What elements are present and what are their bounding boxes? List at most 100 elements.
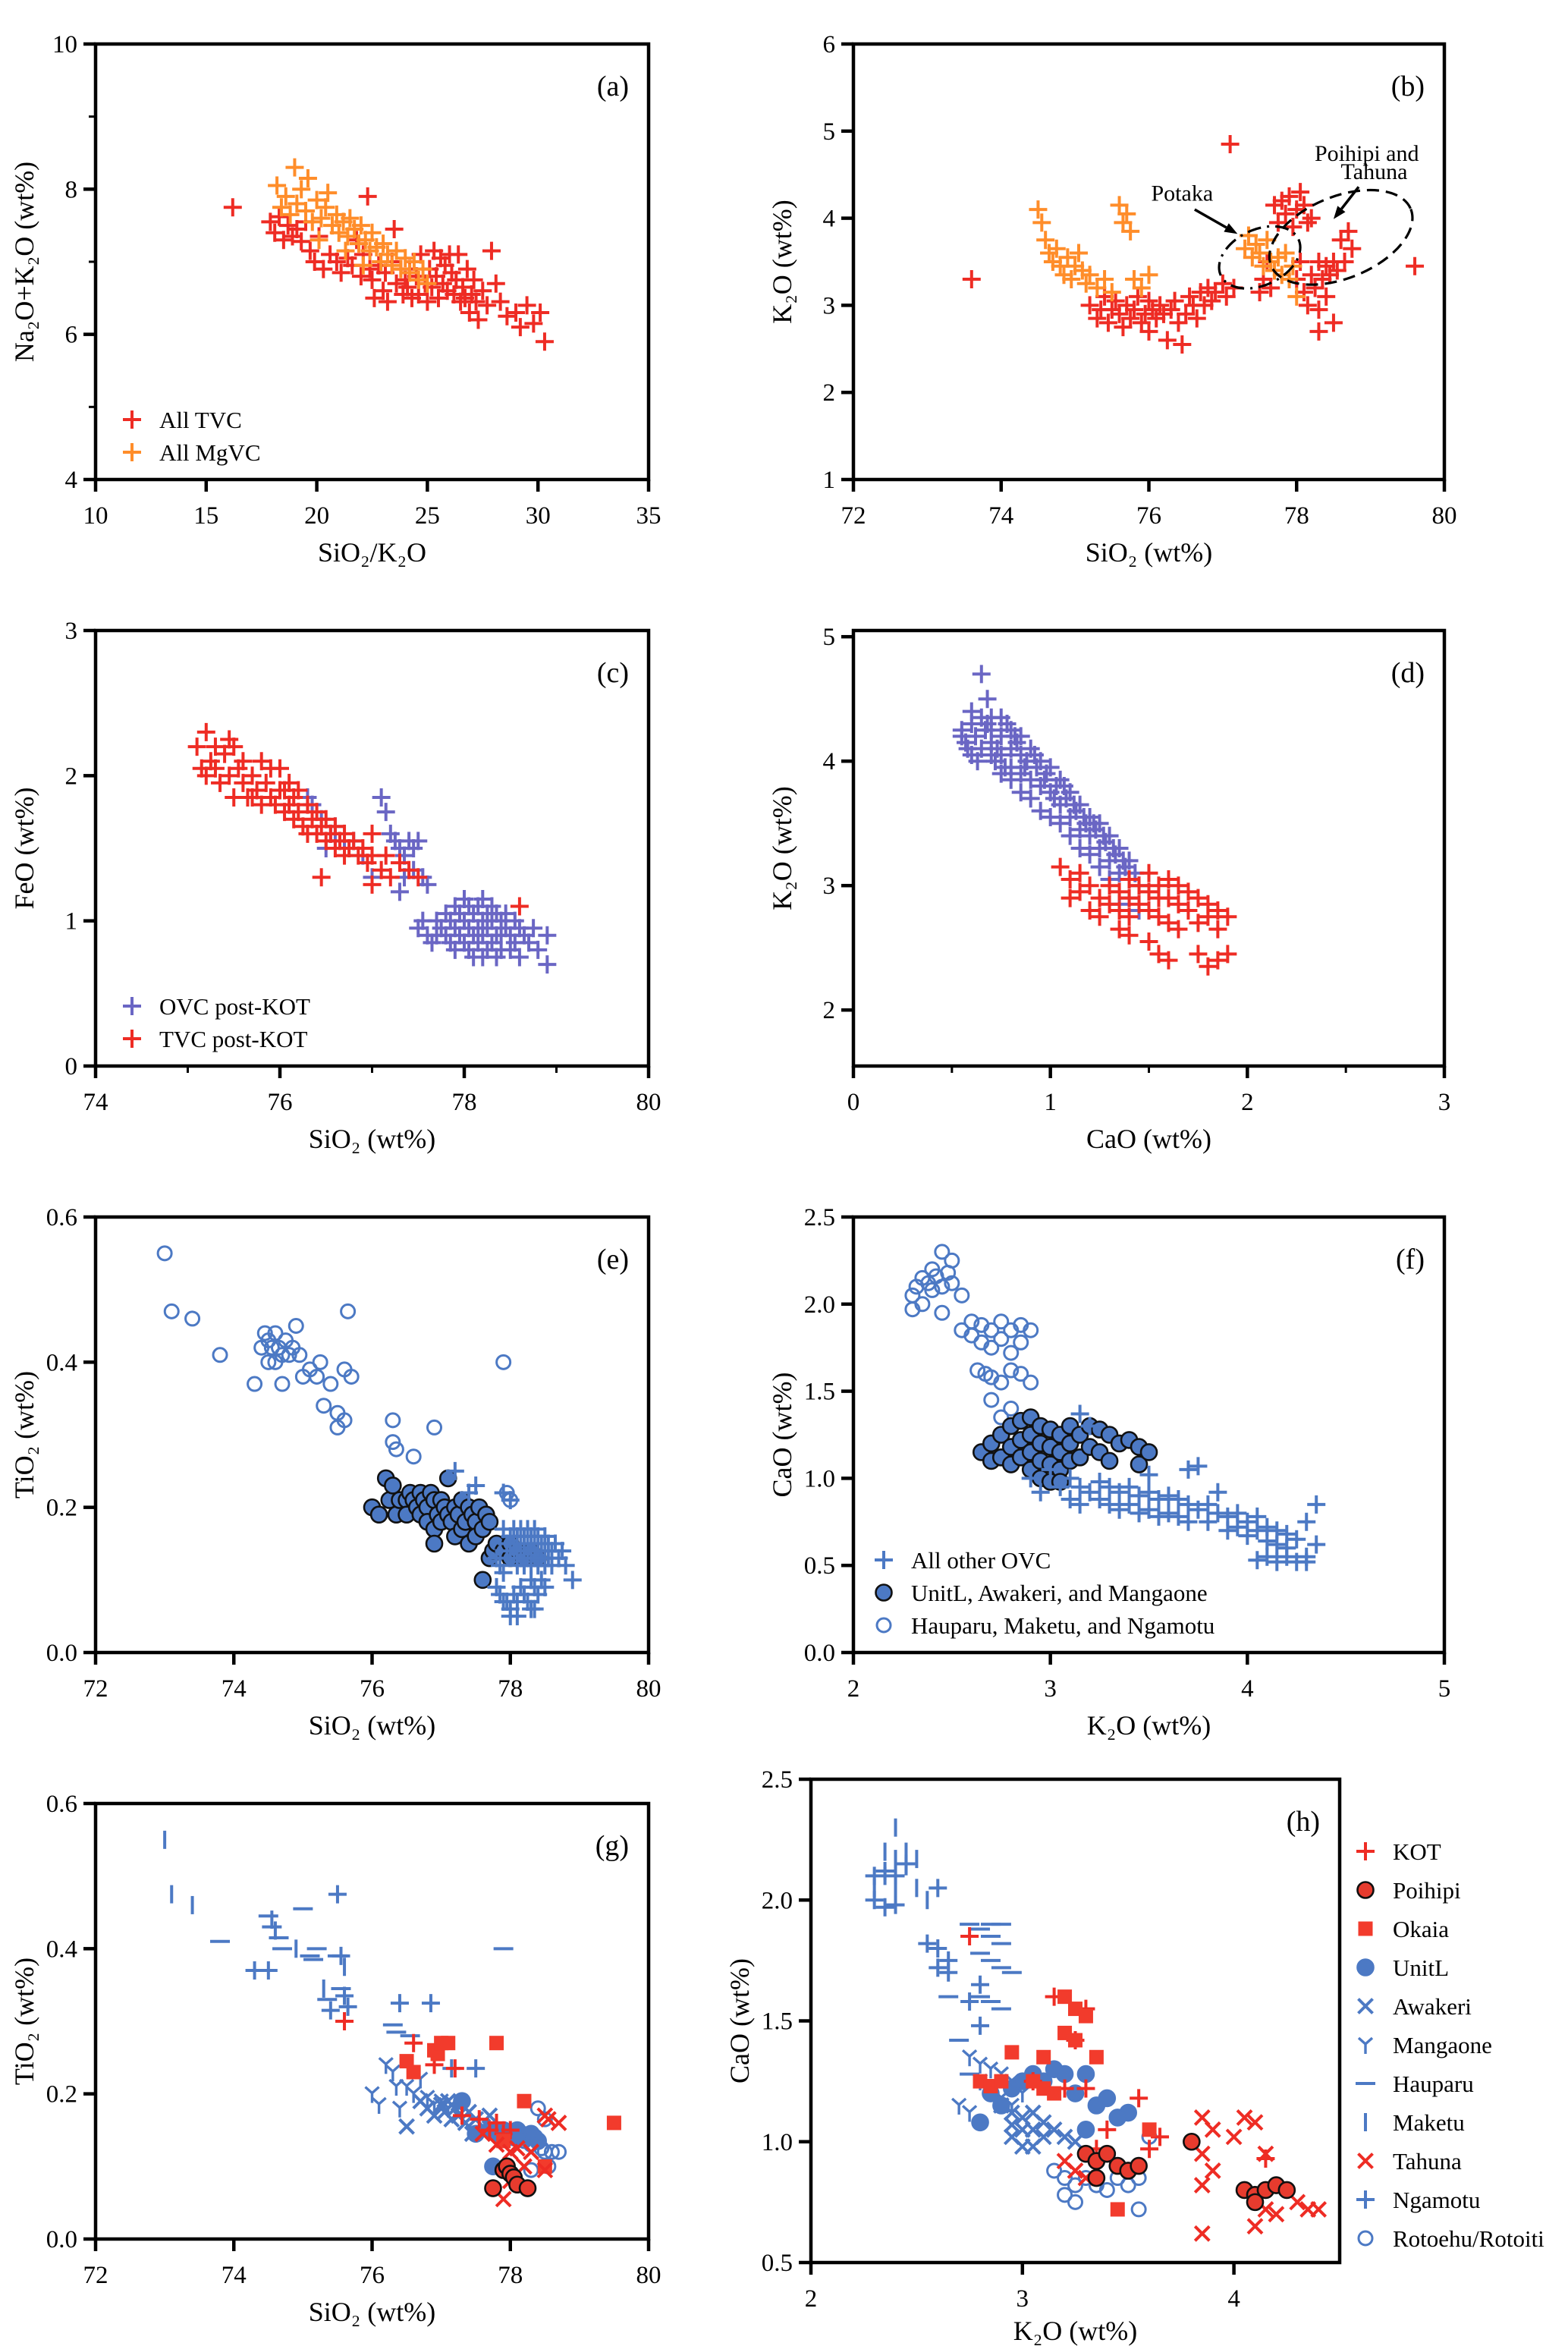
y-tick-label: 4 — [823, 206, 836, 233]
legend-item-maketu: Maketu — [1364, 2109, 1465, 2136]
panel-g: 72 74 76 78 80 SiO₂ (wt%) 0.0 0.2 0.4 0.6 TiO₂ (wt… — [9, 1791, 661, 2327]
x-tick-label: 3 — [1438, 1089, 1451, 1116]
legend-item-mangaone: Mangaone — [1357, 2032, 1492, 2058]
legend-item-ngamotu: Ngamotu — [1356, 2187, 1480, 2213]
y-tick-label: 0.4 — [46, 1349, 77, 1376]
series-all-other-ovc — [1021, 1404, 1326, 1571]
x-tick-label: 78 — [498, 2262, 523, 2289]
y-tick-label: 2 — [65, 763, 78, 790]
y-tick-label: 1.0 — [804, 1465, 835, 1492]
y-axis-title: K₂O (wt%) — [767, 200, 797, 324]
legend-label: Rotoehu/Rotoiti — [1393, 2225, 1544, 2252]
y-axis: 0.0 0.2 0.4 0.6 TiO₂ (wt%) — [9, 1791, 96, 2253]
legend-item-hauparu: Hauparu — [1356, 2071, 1474, 2097]
x-tick-label: 72 — [83, 1675, 108, 1703]
y-axis-title: FeO (wt%) — [9, 788, 39, 910]
panel-letter: (e) — [597, 1244, 629, 1275]
x-tick-label: 3 — [1017, 2285, 1029, 2313]
x-tick-label: 78 — [498, 1675, 523, 1703]
series-okaia — [399, 2036, 621, 2174]
legend-item-hauparu-maketu-and-ngamotu: Hauparu, Maketu, and Ngamotu — [875, 1612, 1214, 1639]
panel-g-container: 72 74 76 78 80 SiO₂ (wt%) 0.0 0.2 0.4 0.6 TiO₂ (wt… — [0, 1760, 784, 2346]
legend-label: Okaia — [1393, 1916, 1449, 1942]
panel-letter: (d) — [1391, 657, 1425, 689]
series-hauparu-maketu-and-ngamotu — [904, 1244, 1039, 1426]
y-tick-label: 2.5 — [804, 1204, 835, 1231]
y-axis-title: CaO (wt%) — [767, 1373, 797, 1498]
legend: All TVC All MgVC — [123, 407, 261, 466]
legend-item-ovc-post-kot: OVC post-KOT — [123, 993, 310, 1020]
x-tick-label: 2 — [847, 1675, 860, 1703]
x-axis-title: SiO₂ (wt%) — [309, 1710, 436, 1741]
legend-item-unitl-awakeri-and-mangaone: UnitL, Awakeri, and Mangaone — [875, 1580, 1208, 1606]
series-okaia — [973, 1989, 1157, 2217]
legend-label: Maketu — [1393, 2109, 1465, 2136]
panel-letter: (a) — [597, 71, 629, 102]
x-axis: 10 15 20 25 30 35 SiO₂/K₂O — [83, 480, 661, 568]
series-tvc-post-kot — [187, 722, 529, 916]
series-all-mgvc — [268, 158, 437, 293]
legend-item-rotoehu-rotoiti: Rotoehu/Rotoiti — [1357, 2225, 1544, 2252]
x-axis: 72 74 76 78 80 SiO₂ (wt%) — [841, 480, 1457, 568]
x-tick-label: 76 — [268, 1089, 293, 1116]
panel-h: 2 3 4 K₂O (wt%) 0.5 1.0 1.5 2.0 2.5 CaO (wt%) (h) K… — [724, 1766, 1544, 2346]
x-tick-label: 4 — [1227, 2285, 1240, 2313]
legend-label: Tahuna — [1393, 2148, 1462, 2175]
x-tick-label: 1 — [1044, 1089, 1057, 1116]
y-axis: 0.0 0.2 0.4 0.6 TiO₂ (wt%) — [9, 1204, 96, 1667]
series-ngamotu — [245, 1885, 485, 2078]
y-tick-label: 0.0 — [804, 1640, 835, 1667]
legend-label: Awakeri — [1393, 1993, 1472, 2020]
legend-label: OVC post-KOT — [159, 993, 310, 1020]
x-tick-label: 74 — [222, 2262, 247, 2289]
legend-item-all-mgvc: All MgVC — [123, 439, 261, 466]
y-axis: 0.0 0.5 1.0 1.5 2.0 2.5 CaO (wt%) — [767, 1204, 853, 1667]
legend-label: UnitL — [1393, 1954, 1449, 1981]
panel-letter: (h) — [1287, 1806, 1320, 1838]
x-tick-label: 3 — [1044, 1675, 1057, 1703]
series-tvc-post-kot — [1051, 857, 1237, 976]
y-axis: 1 2 3 4 5 6 K₂O (wt%) — [767, 31, 853, 494]
x-axis-title: K₂O (wt%) — [1013, 2316, 1138, 2346]
x-tick-label: 74 — [222, 1675, 247, 1703]
legend-item-poihipi: Poihipi — [1356, 1877, 1461, 1904]
legend-item-kot: KOT — [1356, 1838, 1441, 1865]
series-hauparu — [938, 1923, 1022, 2076]
legend-label: Mangaone — [1393, 2032, 1492, 2058]
annotation-label: Tahuna — [1341, 159, 1408, 184]
y-tick-label: 2 — [823, 997, 836, 1024]
y-axis-title: TiO₂ (wt%) — [9, 1371, 39, 1498]
legend-item-tvc-post-kot: TVC post-KOT — [123, 1026, 308, 1052]
y-tick-label: 2 — [823, 379, 836, 407]
x-tick-label: 78 — [1284, 502, 1309, 530]
legend-item-okaia: Okaia — [1358, 1916, 1449, 1942]
y-axis-title: K₂O (wt%) — [767, 786, 797, 910]
legend-item-awakeri: Awakeri — [1357, 1993, 1472, 2020]
y-tick-label: 3 — [823, 292, 836, 319]
legend-label: Hauparu, Maketu, and Ngamotu — [911, 1612, 1214, 1639]
x-tick-label: 80 — [636, 1089, 661, 1116]
panel-a: 10 15 20 25 30 35 SiO₂/K₂O 4 6 8 10 Na₂O+K₂O (wt%) (… — [9, 31, 661, 568]
y-tick-label: 5 — [823, 118, 836, 146]
series-ngamotu — [865, 1854, 990, 2035]
y-tick-label: 2.0 — [762, 1887, 793, 1914]
annotation-label: Potaka — [1151, 181, 1213, 206]
legend: All other OVC UnitL, Awakeri, and Mangaon… — [875, 1547, 1214, 1639]
legend: KOT Poihipi Okaia UnitL Awakeri Mangaone Haupa… — [1356, 1838, 1544, 2252]
x-tick-label: 5 — [1438, 1675, 1451, 1703]
x-axis-title: SiO₂/K₂O — [318, 537, 426, 568]
series-hauparu — [210, 1907, 514, 2038]
x-tick-label: 4 — [1241, 1675, 1254, 1703]
x-tick-label: 78 — [452, 1089, 477, 1116]
series-poihipi — [1076, 2132, 1296, 2212]
x-tick-label: 80 — [1432, 502, 1457, 530]
panel-letter: (g) — [595, 1830, 629, 1862]
legend-label: All TVC — [159, 407, 242, 433]
panel-letter: (c) — [597, 657, 629, 689]
y-tick-label: 6 — [65, 322, 78, 349]
x-tick-label: 10 — [83, 502, 108, 530]
panel-letter: (b) — [1391, 71, 1425, 102]
panel-f-container: 2 3 4 5 K₂O (wt%) 0.0 0.5 1.0 1.5 2.0 2.5 CaO (wt%)… — [767, 1173, 1568, 1760]
x-axis-title: SiO₂ (wt%) — [309, 1124, 436, 1154]
x-tick-label: 80 — [636, 1675, 661, 1703]
